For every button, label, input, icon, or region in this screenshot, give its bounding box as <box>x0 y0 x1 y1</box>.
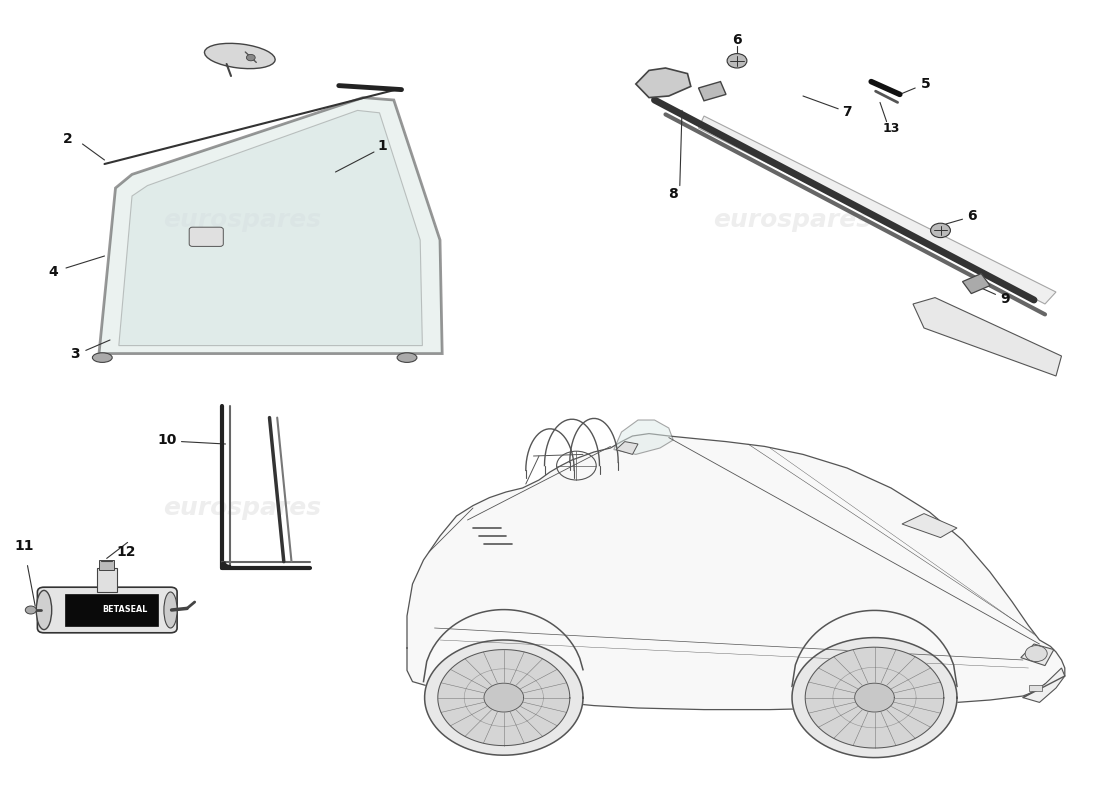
Text: 1: 1 <box>378 138 387 153</box>
Circle shape <box>727 54 747 68</box>
Polygon shape <box>614 420 673 454</box>
Text: 13: 13 <box>882 122 900 134</box>
Polygon shape <box>484 683 524 712</box>
Polygon shape <box>438 650 570 746</box>
Circle shape <box>1025 646 1047 662</box>
Ellipse shape <box>164 592 177 628</box>
Polygon shape <box>1023 668 1065 702</box>
Text: 9: 9 <box>1001 292 1010 306</box>
Polygon shape <box>407 434 1065 710</box>
Polygon shape <box>698 116 1056 304</box>
Polygon shape <box>425 640 583 755</box>
Text: eurospares: eurospares <box>163 208 321 232</box>
Bar <box>97 568 117 592</box>
Text: 11: 11 <box>14 538 34 553</box>
Polygon shape <box>99 98 442 354</box>
Polygon shape <box>805 647 944 748</box>
Ellipse shape <box>92 353 112 362</box>
Polygon shape <box>119 110 422 346</box>
Polygon shape <box>1021 644 1054 666</box>
Text: 2: 2 <box>64 132 73 146</box>
FancyBboxPatch shape <box>189 227 223 246</box>
Bar <box>99 560 114 570</box>
Circle shape <box>931 223 950 238</box>
Text: 6: 6 <box>968 209 977 223</box>
Text: eurospares: eurospares <box>636 496 794 520</box>
Ellipse shape <box>205 43 275 69</box>
Circle shape <box>246 54 255 61</box>
Polygon shape <box>902 514 957 538</box>
Text: eurospares: eurospares <box>163 496 321 520</box>
Polygon shape <box>636 68 691 98</box>
Polygon shape <box>616 442 638 454</box>
Circle shape <box>25 606 36 614</box>
Polygon shape <box>962 274 990 294</box>
Polygon shape <box>855 683 894 712</box>
Text: 6: 6 <box>733 33 741 47</box>
Polygon shape <box>913 298 1062 376</box>
Ellipse shape <box>397 353 417 362</box>
Text: BETASEAL: BETASEAL <box>102 606 148 614</box>
Bar <box>1028 685 1042 691</box>
Ellipse shape <box>36 590 52 630</box>
Text: 4: 4 <box>48 265 57 279</box>
Text: 7: 7 <box>843 105 851 119</box>
Polygon shape <box>698 82 726 101</box>
Text: eurospares: eurospares <box>713 208 871 232</box>
Text: 10: 10 <box>157 433 177 447</box>
Text: 5: 5 <box>922 77 931 91</box>
FancyBboxPatch shape <box>65 594 158 626</box>
Text: 8: 8 <box>669 186 678 201</box>
FancyBboxPatch shape <box>37 587 177 633</box>
Text: 12: 12 <box>117 545 136 559</box>
Text: 3: 3 <box>70 347 79 362</box>
Polygon shape <box>792 638 957 758</box>
